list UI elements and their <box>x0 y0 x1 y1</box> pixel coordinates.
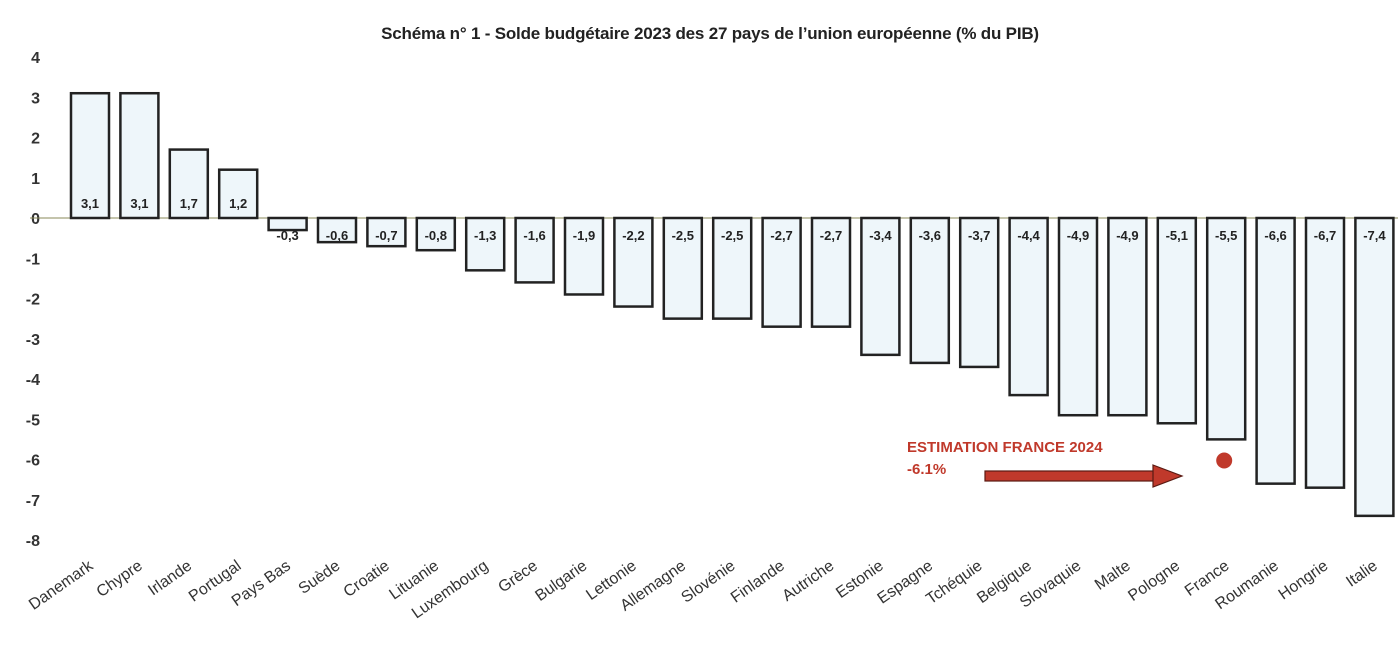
y-tick-label: -8 <box>26 533 40 550</box>
bar <box>810 216 852 328</box>
data-label: -5,1 <box>1166 228 1188 243</box>
bar <box>1156 216 1198 425</box>
data-label: -6,6 <box>1264 228 1286 243</box>
category-label: Pologne <box>1125 557 1183 605</box>
bar <box>168 148 210 220</box>
annotation-arrow-shaft <box>984 470 1156 482</box>
bar <box>1255 216 1296 485</box>
data-label: -3,4 <box>869 228 892 243</box>
bar <box>1008 216 1049 397</box>
data-label: -1,9 <box>573 228 595 243</box>
data-label: -6,7 <box>1314 228 1336 243</box>
data-label: -0,8 <box>425 228 447 243</box>
data-label: -4,4 <box>1017 228 1040 243</box>
data-label: -2,7 <box>820 228 842 243</box>
category-label: Italie <box>1343 557 1381 590</box>
data-label: -3,7 <box>968 228 990 243</box>
chart-title: Schéma n° 1 - Solde budgétaire 2023 des … <box>381 24 1039 43</box>
bar <box>514 216 555 284</box>
category-label: Chypre <box>94 557 146 601</box>
y-tick-label: -6 <box>26 453 40 470</box>
bar <box>1107 216 1148 417</box>
data-label: -0,7 <box>375 228 397 243</box>
data-label: -4,9 <box>1116 228 1138 243</box>
data-label: -2,2 <box>622 228 644 243</box>
bar <box>563 216 605 296</box>
bar <box>69 91 111 220</box>
category-label: Autriche <box>779 557 837 605</box>
data-label: -2,5 <box>721 228 743 243</box>
bar <box>1354 216 1395 518</box>
data-label: -2,5 <box>672 228 694 243</box>
y-tick-label: -1 <box>26 251 40 268</box>
bar <box>366 216 407 248</box>
data-label: 3,1 <box>81 196 99 211</box>
bar <box>316 216 358 244</box>
annotation-title: ESTIMATION FRANCE 2024 <box>907 439 1103 456</box>
y-tick-label: -3 <box>26 332 40 349</box>
y-tick-label: 1 <box>31 171 40 188</box>
bar <box>119 91 160 220</box>
bar <box>761 216 802 328</box>
data-label: -0,6 <box>326 228 348 243</box>
category-label: Tchéquie <box>923 557 985 608</box>
bar <box>415 216 457 252</box>
bar <box>958 216 1000 369</box>
data-label: -1,3 <box>474 228 496 243</box>
data-label: -1,6 <box>523 228 545 243</box>
bar <box>909 216 951 365</box>
bar <box>613 216 654 308</box>
bar <box>860 216 901 357</box>
bar <box>1304 216 1346 489</box>
y-tick-label: -2 <box>26 292 40 309</box>
data-label: -2,7 <box>770 228 792 243</box>
bar <box>1205 216 1247 441</box>
category-label: Croatie <box>341 557 393 601</box>
bar <box>267 216 308 232</box>
bar <box>217 168 259 220</box>
data-label: 1,2 <box>229 196 247 211</box>
data-label: -3,6 <box>919 228 941 243</box>
data-label: 1,7 <box>180 196 198 211</box>
data-label: -7,4 <box>1363 228 1386 243</box>
estimation-point <box>1216 452 1233 469</box>
bar <box>464 216 506 272</box>
annotation-arrow-head <box>1152 464 1184 488</box>
data-label: -5,5 <box>1215 228 1237 243</box>
y-tick-label: 4 <box>31 50 40 67</box>
y-tick-label: -4 <box>26 372 40 389</box>
bar <box>711 216 753 320</box>
annotation-value: -6.1% <box>907 461 946 478</box>
category-label: Finlande <box>728 557 788 606</box>
data-label: -0,3 <box>276 228 298 243</box>
y-tick-label: -5 <box>26 412 40 429</box>
y-tick-label: 3 <box>31 90 40 107</box>
data-label: -4,9 <box>1067 228 1089 243</box>
category-label: Bulgarie <box>532 557 590 605</box>
y-tick-label: 0 <box>31 211 40 228</box>
category-label: Slovénie <box>678 557 738 606</box>
category-label: Danemark <box>26 557 97 614</box>
category-label: Suède <box>296 557 344 598</box>
category-label: Hongrie <box>1276 557 1332 603</box>
y-tick-label: 2 <box>31 131 40 148</box>
bar <box>662 216 704 320</box>
data-label: 3,1 <box>130 196 148 211</box>
y-tick-label: -7 <box>26 493 40 510</box>
bar <box>1057 216 1099 417</box>
